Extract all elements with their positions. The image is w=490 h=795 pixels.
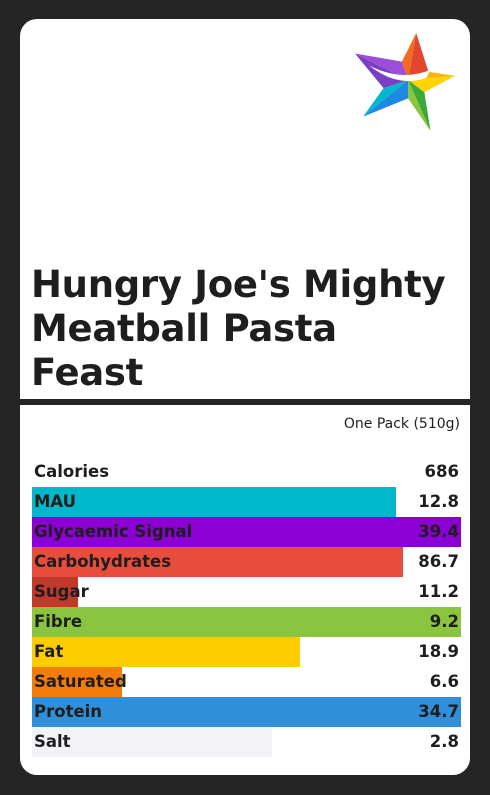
nutrient-label: Saturated	[34, 672, 127, 691]
nutrition-row: Sugar 11.2	[32, 577, 461, 607]
nutrient-value: 34.7	[418, 702, 459, 721]
nutrient-label: Fat	[34, 642, 64, 661]
serving-size: One Pack (510g)	[343, 416, 460, 432]
nutrient-label: Fibre	[34, 612, 83, 631]
nutrient-label: Salt	[34, 732, 71, 751]
section-divider	[20, 399, 470, 405]
nutrition-row: Fibre 9.2	[32, 607, 461, 637]
nutrition-row: MAU 12.8	[32, 487, 461, 517]
nutrient-value: 9.2	[429, 612, 459, 631]
nutrient-value: 86.7	[418, 552, 459, 571]
nutrition-row: Calories 686	[32, 457, 461, 487]
nutrition-bar	[32, 517, 461, 547]
nutrient-label: Glycaemic Signal	[34, 522, 193, 541]
nutrition-bar	[32, 637, 301, 667]
nutrition-bar	[32, 547, 404, 577]
nutrition-bar	[32, 727, 273, 757]
nutrition-row: Salt 2.8	[32, 727, 461, 757]
nutrient-value: 686	[424, 462, 459, 481]
nutrition-row: Saturated 6.6	[32, 667, 461, 697]
nutrient-value: 6.6	[429, 672, 459, 691]
product-title: Hungry Joe's Mighty Meatball Pasta Feast	[31, 263, 446, 394]
nutrition-bar	[32, 487, 396, 517]
nutrition-row: Protein 34.7	[32, 697, 461, 727]
nutrition-bar	[32, 697, 461, 727]
nutrition-row: Fat 18.9	[32, 637, 461, 667]
nutrition-bar	[32, 577, 78, 607]
nutrition-row: Glycaemic Signal 39.4	[32, 517, 461, 547]
nutrition-card: Hungry Joe's Mighty Meatball Pasta Feast…	[20, 19, 470, 775]
nutrient-label: Calories	[34, 462, 110, 481]
rainbow-star-logo	[355, 33, 455, 131]
nutrient-value: 39.4	[418, 522, 459, 541]
nutrition-table: Calories 686 MAU 12.8 Glycaemic Signal 3…	[32, 457, 461, 757]
nutrition-bar	[32, 667, 123, 697]
nutrient-label: Carbohydrates	[34, 552, 172, 571]
nutrient-value: 11.2	[418, 582, 459, 601]
nutrient-value: 2.8	[429, 732, 459, 751]
nutrient-value: 12.8	[418, 492, 459, 511]
nutrition-bar	[32, 607, 461, 637]
nutrient-value: 18.9	[418, 642, 459, 661]
nutrition-row: Carbohydrates 86.7	[32, 547, 461, 577]
nutrient-label: Sugar	[34, 582, 89, 601]
nutrient-label: MAU	[34, 492, 77, 511]
nutrient-label: Protein	[34, 702, 103, 721]
